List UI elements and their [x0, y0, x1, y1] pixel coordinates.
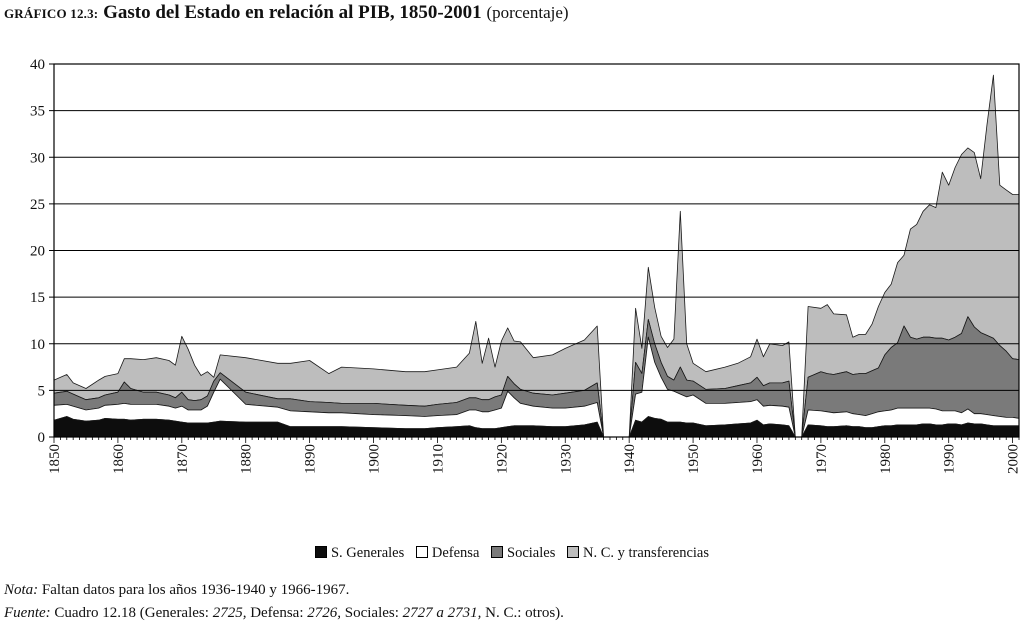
legend-label: Sociales	[507, 545, 556, 561]
y-tick-label: 35	[30, 104, 45, 120]
note: Nota: Faltan datos para los años 1936-19…	[4, 582, 349, 599]
x-tick-label: 1910	[430, 444, 446, 474]
title-unit: (porcentaje)	[486, 3, 569, 22]
x-tick-label: 1850	[47, 444, 63, 474]
y-tick-label: 5	[38, 383, 46, 399]
source: Fuente: Cuadro 12.18 (Generales: 2725, D…	[4, 605, 564, 622]
y-tick-label: 10	[30, 337, 45, 353]
title-main: Gasto del Estado en relación al PIB, 185…	[103, 2, 482, 23]
area-layers	[53, 74, 1020, 438]
y-tick-label: 25	[30, 197, 45, 213]
legend-item-defensa: Defensa	[415, 545, 480, 562]
x-tick-label: 1930	[558, 444, 574, 474]
source-text: Cuadro 12.18 (Generales:	[50, 605, 213, 621]
source-text: N. C.: otros).	[481, 605, 564, 621]
x-tick-label: 1890	[303, 444, 319, 474]
y-tick-label: 0	[38, 430, 46, 446]
x-axis: 1850 1860 1870 1880 1890 1900 1910 1920 1930 1940…	[47, 437, 1022, 474]
y-tick-label: 30	[30, 150, 45, 166]
x-tick-label: 1900	[367, 444, 383, 474]
y-tick-label: 40	[30, 57, 45, 73]
source-label: Fuente:	[4, 605, 51, 621]
legend-label: N. C. y transferencias	[582, 545, 710, 561]
legend-swatch	[415, 546, 428, 558]
chart-title: GRÁFICO 12.3: Gasto del Estado en relaci…	[4, 2, 569, 24]
source-ref: 2726,	[307, 605, 341, 621]
plot-frame	[53, 63, 1020, 438]
y-tick-label: 15	[30, 290, 45, 306]
source-ref: 2727 a 2731,	[402, 605, 482, 621]
x-tick-label: 1870	[175, 444, 191, 474]
y-tick-label: 20	[30, 244, 45, 260]
legend-label: Defensa	[431, 545, 480, 561]
note-label: Nota:	[4, 582, 39, 598]
gridlines	[54, 110, 1019, 391]
legend-label: S. Generales	[330, 545, 405, 561]
legend-swatch	[314, 546, 327, 558]
note-text: Faltan datos para los años 1936-1940 y 1…	[38, 582, 350, 598]
legend-swatch	[566, 546, 579, 558]
x-tick-label: 1880	[239, 444, 255, 474]
source-text: Sociales:	[341, 605, 403, 621]
source-text: Defensa:	[246, 605, 308, 621]
legend: S. Generales Defensa Sociales N. C. y tr…	[0, 545, 1024, 562]
x-tick-label: 1950	[686, 444, 702, 474]
source-ref: 2725,	[212, 605, 247, 621]
x-tick-label: 2000	[1006, 444, 1022, 474]
x-tick-label: 1940	[622, 444, 638, 474]
x-tick-label: 1970	[814, 444, 830, 474]
legend-swatch	[491, 546, 504, 558]
legend-item-sociales: Sociales	[491, 545, 555, 562]
x-tick-label: 1990	[942, 444, 958, 474]
x-tick-label: 1980	[878, 444, 894, 474]
legend-item-nc-transferencias: N. C. y transferencias	[566, 545, 710, 562]
y-axis: 0 5 10 15 20 25 30 35 40	[30, 57, 54, 446]
x-tick-label: 1920	[494, 444, 510, 474]
x-tick-label: 1960	[750, 444, 766, 474]
x-tick-label: 1860	[111, 444, 127, 474]
stacked-area-chart: 0 5 10 15 20 25 30 35 40 1850 1860 1870 1880 1890 190…	[30, 57, 1022, 474]
figure-label: GRÁFICO 12.3:	[4, 6, 99, 21]
legend-item-s-generales: S. Generales	[314, 545, 405, 562]
